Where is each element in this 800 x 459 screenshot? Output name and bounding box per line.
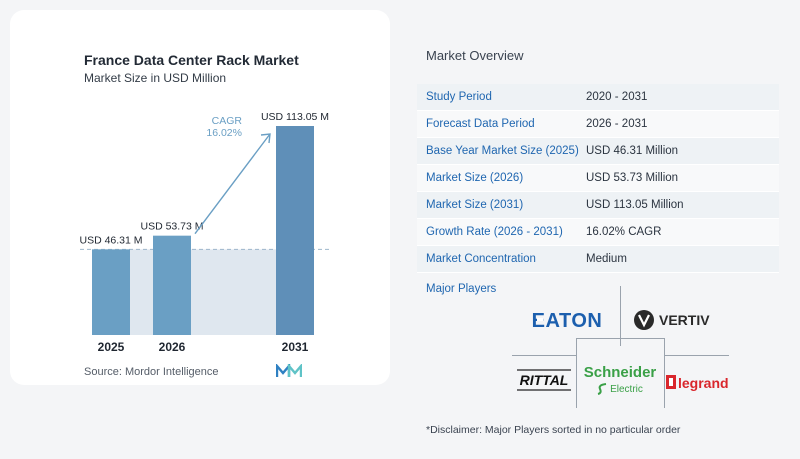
row-value: USD 113.05 Million bbox=[586, 199, 684, 211]
row-label: Growth Rate (2026 - 2031) bbox=[426, 226, 563, 238]
x-tick-2025: 2025 bbox=[98, 340, 125, 354]
x-tick-2026: 2026 bbox=[159, 340, 186, 354]
row-label: Base Year Market Size (2025) bbox=[426, 145, 579, 157]
row-value: 2026 - 2031 bbox=[586, 118, 648, 130]
legrand-logo: legrand bbox=[666, 370, 730, 394]
cagr-value: 16.02% bbox=[206, 127, 242, 139]
overview-row: Market Concentration Medium bbox=[417, 246, 779, 273]
grid-divider bbox=[576, 338, 665, 339]
overview-row: Forecast Data Period 2026 - 2031 bbox=[417, 111, 779, 138]
disclaimer: *Disclaimer: Major Players sorted in no … bbox=[426, 424, 681, 436]
schneider-e-icon bbox=[597, 383, 607, 395]
row-label: Market Size (2026) bbox=[426, 172, 524, 184]
data-label-2025: USD 46.31 M bbox=[79, 234, 142, 246]
grid-divider bbox=[665, 355, 729, 356]
rittal-logo: RITTAL bbox=[514, 366, 574, 394]
row-value: 2020 - 2031 bbox=[586, 91, 648, 103]
eaton-logo-text: EATON bbox=[532, 310, 603, 331]
grid-divider bbox=[576, 338, 577, 408]
cagr-label: CAGR bbox=[212, 115, 243, 127]
x-tick-2031: 2031 bbox=[282, 340, 309, 354]
row-label: Forecast Data Period bbox=[426, 118, 535, 130]
row-label: Market Concentration bbox=[426, 253, 536, 265]
schneider-logo: Schneider Electric bbox=[578, 356, 662, 404]
legrand-logo-icon: legrand bbox=[666, 375, 729, 391]
eaton-logo-icon: EATON bbox=[532, 310, 603, 331]
vertiv-logo-icon: VERTIV bbox=[634, 310, 710, 330]
data-label-2026: USD 53.73 M bbox=[140, 221, 203, 233]
grid-divider bbox=[620, 286, 621, 346]
rittal-logo-text: RITTAL bbox=[520, 372, 569, 388]
bar-2031 bbox=[276, 126, 314, 335]
rittal-logo-icon: RITTAL bbox=[517, 369, 571, 391]
schneider-sub: Electric bbox=[597, 383, 643, 395]
cagr-arrow-line bbox=[194, 133, 271, 235]
row-label: Study Period bbox=[426, 91, 492, 103]
overview-row: Base Year Market Size (2025) USD 46.31 Mi… bbox=[417, 138, 779, 165]
grid-divider bbox=[512, 355, 576, 356]
row-label: Market Size (2031) bbox=[426, 199, 524, 211]
chart-subtitle: Market Size in USD Million bbox=[84, 71, 227, 85]
major-players-title: Major Players bbox=[426, 283, 497, 295]
overview-row: Market Size (2031) USD 113.05 Million bbox=[417, 192, 779, 219]
grid-divider bbox=[664, 338, 665, 408]
overview-row: Growth Rate (2026 - 2031) 16.02% CAGR bbox=[417, 219, 779, 246]
row-value: USD 53.73 Million bbox=[586, 172, 679, 184]
row-value: USD 46.31 Million bbox=[586, 145, 679, 157]
vertiv-logo-text: VERTIV bbox=[659, 312, 710, 328]
bar-2026 bbox=[153, 235, 191, 335]
overview-row: Market Size (2026) USD 53.73 Million bbox=[417, 165, 779, 192]
row-value: Medium bbox=[586, 253, 627, 265]
legrand-logo-text: legrand bbox=[678, 375, 729, 391]
cagr-arrow-head bbox=[260, 133, 271, 144]
chart-title: France Data Center Rack Market bbox=[84, 52, 299, 68]
bar-chart: USD 46.31 M 2025 USD 53.73 M 2026 USD 113.05… bbox=[79, 111, 330, 354]
mordor-logo-icon bbox=[276, 364, 302, 377]
overview-row: Study Period 2020 - 2031 bbox=[417, 84, 779, 111]
bar-2025 bbox=[92, 249, 130, 335]
schneider-logo-text: Schneider bbox=[583, 364, 657, 381]
overview-table: Study Period 2020 - 2031 Forecast Data Pe… bbox=[417, 84, 779, 273]
eaton-logo: EATON bbox=[522, 305, 612, 335]
data-label-2031: USD 113.05 M bbox=[261, 111, 329, 123]
source-text: Source: Mordor Intelligence bbox=[84, 366, 219, 378]
schneider-electric-text: Electric bbox=[610, 383, 643, 395]
row-value: 16.02% CAGR bbox=[586, 226, 662, 238]
vertiv-logo: VERTIV bbox=[632, 305, 732, 335]
overview-title: Market Overview bbox=[426, 48, 524, 63]
